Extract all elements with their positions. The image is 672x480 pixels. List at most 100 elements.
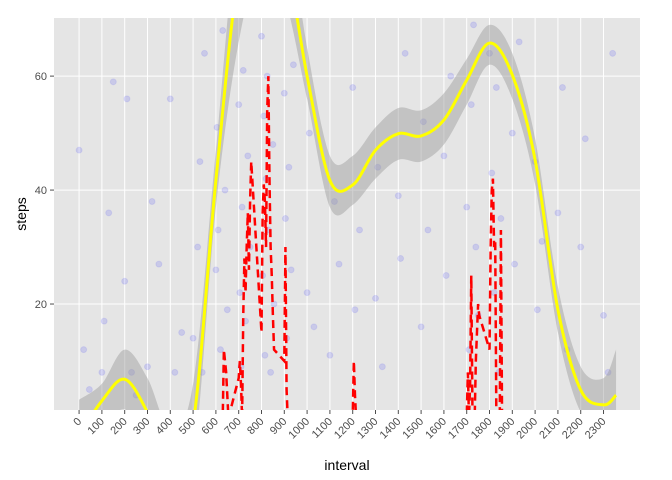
x-tick-label: 1300 <box>355 416 381 442</box>
point <box>109 78 117 86</box>
point <box>121 277 129 285</box>
point <box>330 197 338 205</box>
point <box>270 300 278 308</box>
panel-background <box>54 18 640 410</box>
point <box>143 363 151 371</box>
x-tick-label: 0 <box>71 416 84 429</box>
point <box>356 226 364 234</box>
point <box>281 215 289 223</box>
x-tick-label: 500 <box>177 416 198 437</box>
point <box>280 89 288 97</box>
point <box>470 21 478 29</box>
point <box>486 49 494 57</box>
point <box>148 197 156 205</box>
point <box>189 334 197 342</box>
x-tick-label: 1000 <box>286 416 312 442</box>
point <box>196 158 204 166</box>
x-tick-label: 1400 <box>378 416 404 442</box>
x-tick-label: 1900 <box>492 416 518 442</box>
point <box>604 368 612 376</box>
point <box>310 323 318 331</box>
point <box>335 260 343 268</box>
point <box>236 289 244 297</box>
point <box>508 129 516 137</box>
point <box>75 146 83 154</box>
point <box>511 260 519 268</box>
point <box>85 385 93 393</box>
point <box>200 49 208 57</box>
y-tick-label: 20 <box>35 299 47 311</box>
point <box>238 203 246 211</box>
x-tick-label: 1200 <box>332 416 358 442</box>
x-tick-label: 2100 <box>537 416 563 442</box>
x-tick-label: 1600 <box>423 416 449 442</box>
point <box>538 237 546 245</box>
point <box>155 260 163 268</box>
x-axis-title: interval <box>324 457 369 473</box>
point <box>98 368 106 376</box>
point <box>80 346 88 354</box>
point <box>171 368 179 376</box>
point <box>260 112 268 120</box>
x-tick-label: 300 <box>131 416 152 437</box>
point <box>417 323 425 331</box>
point <box>515 38 523 46</box>
x-tick-label: 1500 <box>400 416 426 442</box>
point <box>287 266 295 274</box>
x-tick-label: 1800 <box>469 416 495 442</box>
x-tick-label: 700 <box>222 416 243 437</box>
point <box>401 49 409 57</box>
x-tick-label: 1100 <box>310 416 335 441</box>
point <box>326 351 334 359</box>
point <box>378 363 386 371</box>
point <box>442 272 450 280</box>
point <box>351 306 359 314</box>
x-tick-label: 200 <box>108 416 129 437</box>
confidence-band <box>79 18 617 410</box>
point <box>216 346 224 354</box>
x-tick-label: 600 <box>200 416 221 437</box>
x-tick-label: 100 <box>86 416 107 437</box>
point <box>609 49 617 57</box>
x-tick-label: 800 <box>245 416 266 437</box>
point <box>267 368 275 376</box>
point <box>235 101 243 109</box>
point <box>349 84 357 92</box>
smooth-line <box>93 18 618 410</box>
x-tick-label: 1700 <box>446 416 472 442</box>
dashed-line <box>221 76 504 410</box>
point <box>463 203 471 211</box>
x-tick-label: 2200 <box>560 416 586 442</box>
point <box>497 215 505 223</box>
y-tick-label: 60 <box>35 71 47 83</box>
point <box>194 243 202 251</box>
point <box>257 32 265 40</box>
point <box>303 289 311 297</box>
point <box>447 72 455 80</box>
point <box>105 209 113 217</box>
point <box>558 84 566 92</box>
x-tick-label: 2300 <box>583 416 609 442</box>
point <box>492 84 500 92</box>
point <box>212 266 220 274</box>
point <box>128 368 136 376</box>
point <box>166 95 174 103</box>
y-axis-title: steps <box>13 197 29 230</box>
point <box>269 140 277 148</box>
point <box>467 101 475 109</box>
point <box>261 351 269 359</box>
point <box>289 61 297 69</box>
point <box>472 243 480 251</box>
point <box>374 163 382 171</box>
point <box>305 129 313 137</box>
point <box>239 66 247 74</box>
point <box>178 329 186 337</box>
point <box>397 254 405 262</box>
point <box>488 169 496 177</box>
x-tick-label: 400 <box>154 416 175 437</box>
point <box>600 311 608 319</box>
point <box>285 163 293 171</box>
point <box>581 135 589 143</box>
point <box>244 152 252 160</box>
